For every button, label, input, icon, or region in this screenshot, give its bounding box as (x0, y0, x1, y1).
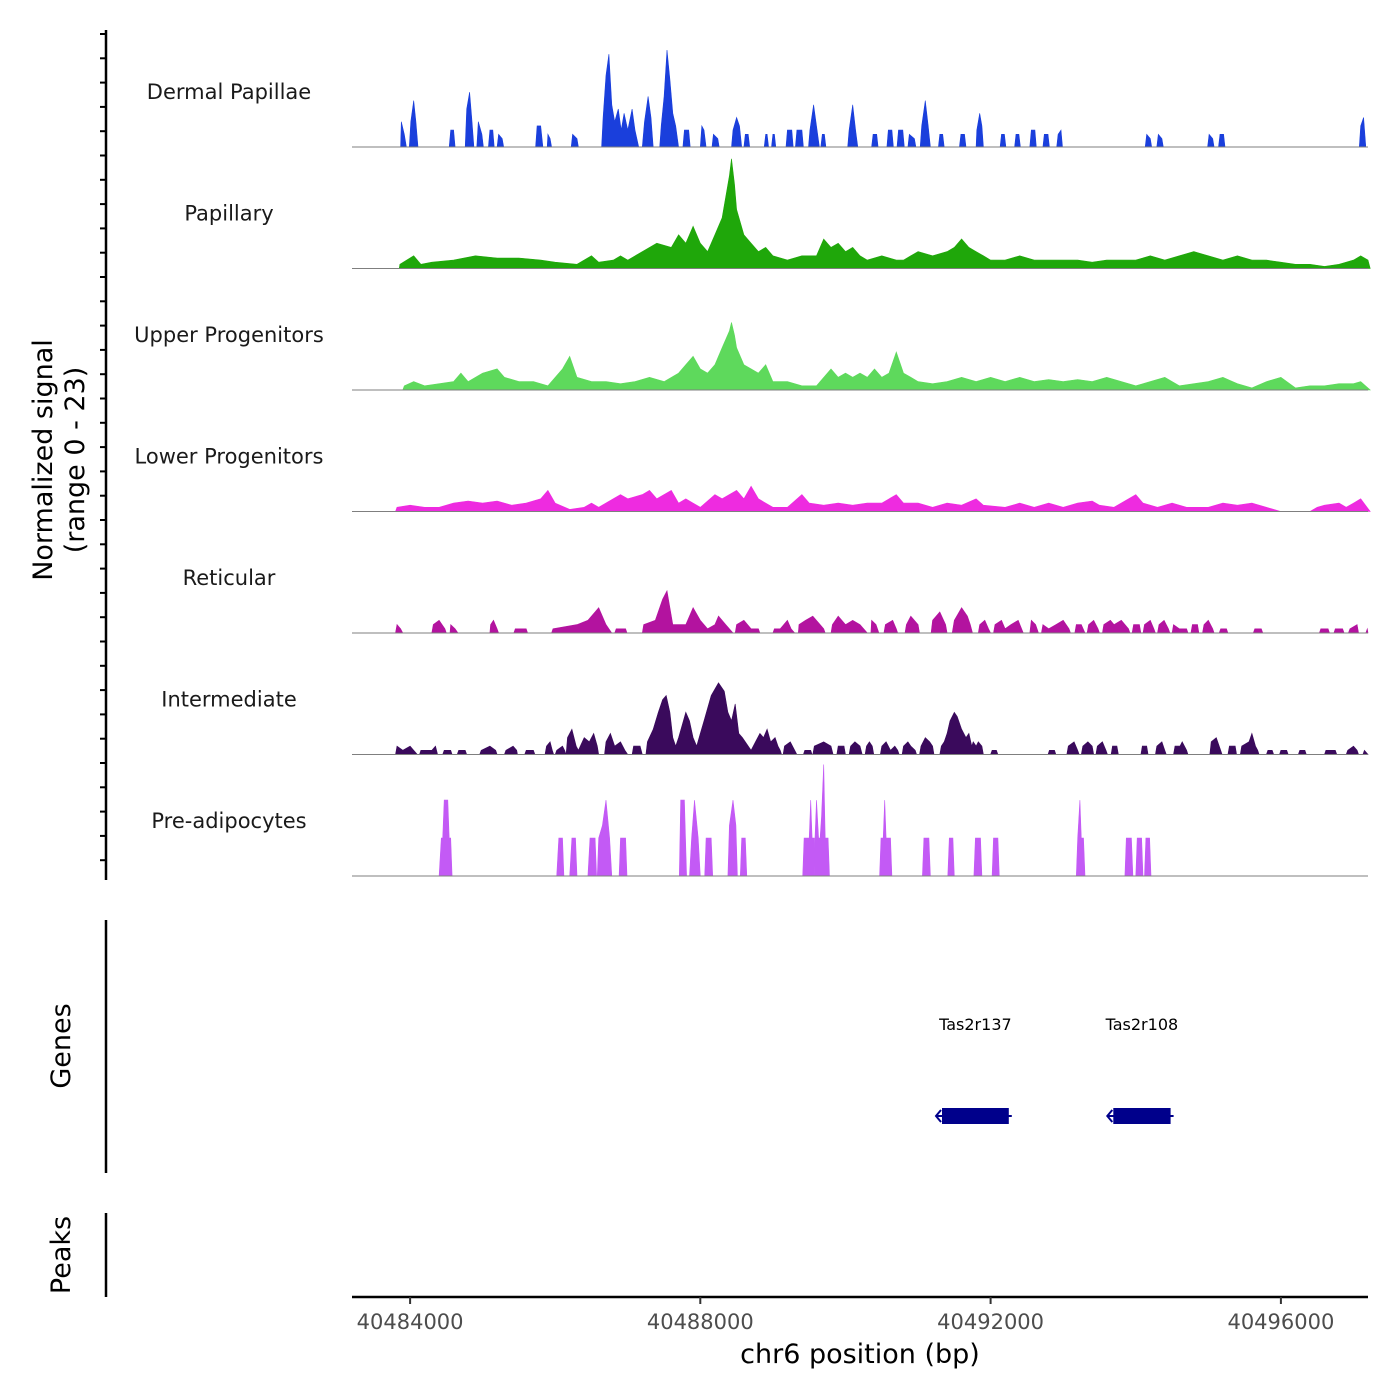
signal-area (395, 485, 1371, 512)
signal-tracks: Dermal Papillae Papillary Upper Progenitor… (134, 49, 1371, 877)
gene-tas2r108: Tas2r108 (1105, 1015, 1179, 1124)
x-axis-ticks: 40484000 40488000 40492000 40496000 (357, 1297, 1334, 1334)
x-tick-label: 40492000 (937, 1310, 1044, 1334)
track-intermediate: Intermediate (161, 682, 1369, 755)
track-label: Reticular (183, 566, 276, 590)
gene-annotations: Tas2r137 Tas2r108 (934, 1015, 1179, 1124)
signal-area (398, 158, 1371, 269)
y-axis-title-line1: Normalized signal (28, 339, 59, 581)
x-axis-title: chr6 position (bp) (740, 1339, 980, 1370)
track-label: Pre-adipocytes (151, 809, 306, 833)
gene-label: Tas2r108 (1105, 1015, 1179, 1034)
peaks-panel-title: Peaks (46, 1216, 77, 1294)
track-reticular: Reticular (183, 566, 1369, 634)
track-label: Upper Progenitors (134, 323, 324, 347)
signal-area (402, 322, 1371, 391)
signal-area (395, 682, 1369, 755)
x-tick-label: 40496000 (1227, 1310, 1334, 1334)
x-tick-label: 40488000 (647, 1310, 754, 1334)
track-label: Intermediate (161, 688, 297, 712)
track-upper-progenitors: Upper Progenitors (134, 322, 1371, 391)
signal-y-axis (100, 30, 108, 880)
track-dermal-papillae: Dermal Papillae (147, 49, 1368, 148)
track-label: Papillary (184, 202, 273, 226)
signal-area (395, 589, 1369, 634)
track-label: Dermal Papillae (147, 80, 311, 104)
track-pre-adipocytes: Pre-adipocytes (151, 764, 1368, 877)
track-papillary: Papillary (184, 158, 1371, 269)
signal-area (400, 49, 1367, 148)
gene-label: Tas2r137 (938, 1015, 1012, 1034)
gene-strand-arrow (1105, 1109, 1114, 1123)
track-label: Lower Progenitors (135, 445, 324, 469)
x-tick-label: 40484000 (357, 1310, 464, 1334)
gene-strand-arrow (934, 1109, 942, 1123)
signal-area (438, 764, 1152, 877)
track-lower-progenitors: Lower Progenitors (135, 445, 1371, 512)
gene-tas2r137: Tas2r137 (934, 1015, 1012, 1124)
y-axis-title-line2: (range 0 - 23) (60, 367, 91, 554)
genes-panel-title: Genes (46, 1003, 77, 1088)
